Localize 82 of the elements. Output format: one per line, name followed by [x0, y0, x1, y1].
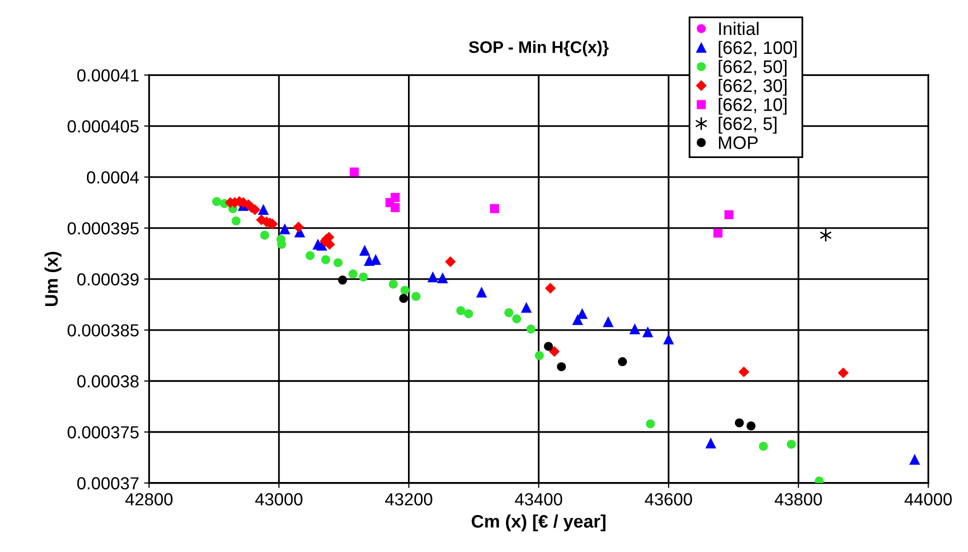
point	[324, 239, 335, 250]
point	[724, 210, 734, 220]
legend-label: [662, 100]	[718, 40, 797, 58]
y-tick-label: 0.000405	[68, 120, 139, 133]
point	[738, 366, 750, 378]
point	[464, 309, 474, 318]
point	[476, 287, 487, 298]
point	[572, 314, 583, 326]
point	[576, 308, 588, 319]
point	[338, 276, 348, 285]
y-tick-label: 0.00039	[77, 273, 139, 286]
point	[820, 228, 832, 242]
y-tick-label: 0.0004	[86, 171, 139, 184]
point	[388, 280, 398, 289]
y-tick-label: 0.00041	[77, 69, 139, 82]
y-tick-label: 0.00037	[77, 477, 138, 490]
point	[602, 316, 614, 328]
point	[909, 454, 920, 465]
point	[321, 255, 330, 264]
x-tick-label: 43600	[644, 493, 692, 506]
point	[545, 282, 556, 294]
x-tick-label: 43800	[774, 493, 822, 506]
x-tick-label: 43000	[255, 493, 302, 506]
point	[642, 326, 653, 338]
point	[411, 292, 420, 301]
point	[526, 324, 536, 334]
chart-title: SOP - Min H{C(x)}	[468, 40, 609, 56]
legend-label: [662, 5]	[718, 116, 776, 134]
point	[437, 272, 448, 284]
point	[348, 269, 358, 278]
x-tick-label: 42800	[125, 493, 173, 506]
point	[350, 167, 359, 176]
point	[334, 258, 343, 268]
y-tick-label: 0.000375	[68, 426, 139, 438]
point	[400, 286, 410, 295]
point	[212, 197, 222, 206]
y-tick-label: 0.000395	[68, 222, 139, 235]
point	[445, 256, 456, 267]
y-tick-label: 0.00038	[77, 375, 139, 388]
point	[512, 314, 522, 324]
point	[630, 324, 640, 334]
point	[359, 245, 370, 256]
legend-label: Initial	[719, 22, 758, 36]
legend-label: [662, 30]	[718, 78, 787, 96]
y-tick-label: 0.000385	[68, 324, 139, 336]
point	[758, 442, 768, 451]
point	[706, 438, 716, 448]
point	[280, 224, 290, 234]
point	[428, 272, 438, 282]
point	[549, 346, 560, 357]
point	[358, 272, 368, 282]
point	[232, 216, 241, 226]
x-tick-label: 43200	[385, 493, 432, 506]
point	[390, 203, 400, 212]
point	[306, 251, 315, 260]
point	[544, 342, 553, 351]
point	[490, 204, 500, 214]
point	[534, 351, 544, 360]
point	[746, 421, 756, 430]
x-tick-label: 44000	[904, 493, 952, 506]
point	[293, 222, 304, 232]
legend-label: MOP	[719, 136, 758, 150]
point	[390, 192, 400, 202]
point	[734, 418, 744, 428]
point	[399, 294, 408, 303]
point	[713, 228, 722, 238]
x-tick-label: 43400	[514, 493, 562, 506]
point	[258, 204, 269, 215]
point	[786, 440, 796, 449]
point	[260, 230, 270, 240]
legend-label: [662, 10]	[718, 98, 787, 115]
point	[618, 357, 627, 366]
y-axis-title: Um (x)	[44, 252, 62, 306]
point	[838, 368, 849, 378]
point	[504, 308, 514, 318]
legend-label: [662, 50]	[718, 60, 787, 77]
point	[646, 419, 655, 428]
point	[663, 334, 674, 344]
point	[456, 306, 466, 316]
point	[521, 302, 532, 313]
point	[556, 362, 566, 372]
x-axis-title: Cm (x) [€ / year]	[472, 514, 606, 532]
